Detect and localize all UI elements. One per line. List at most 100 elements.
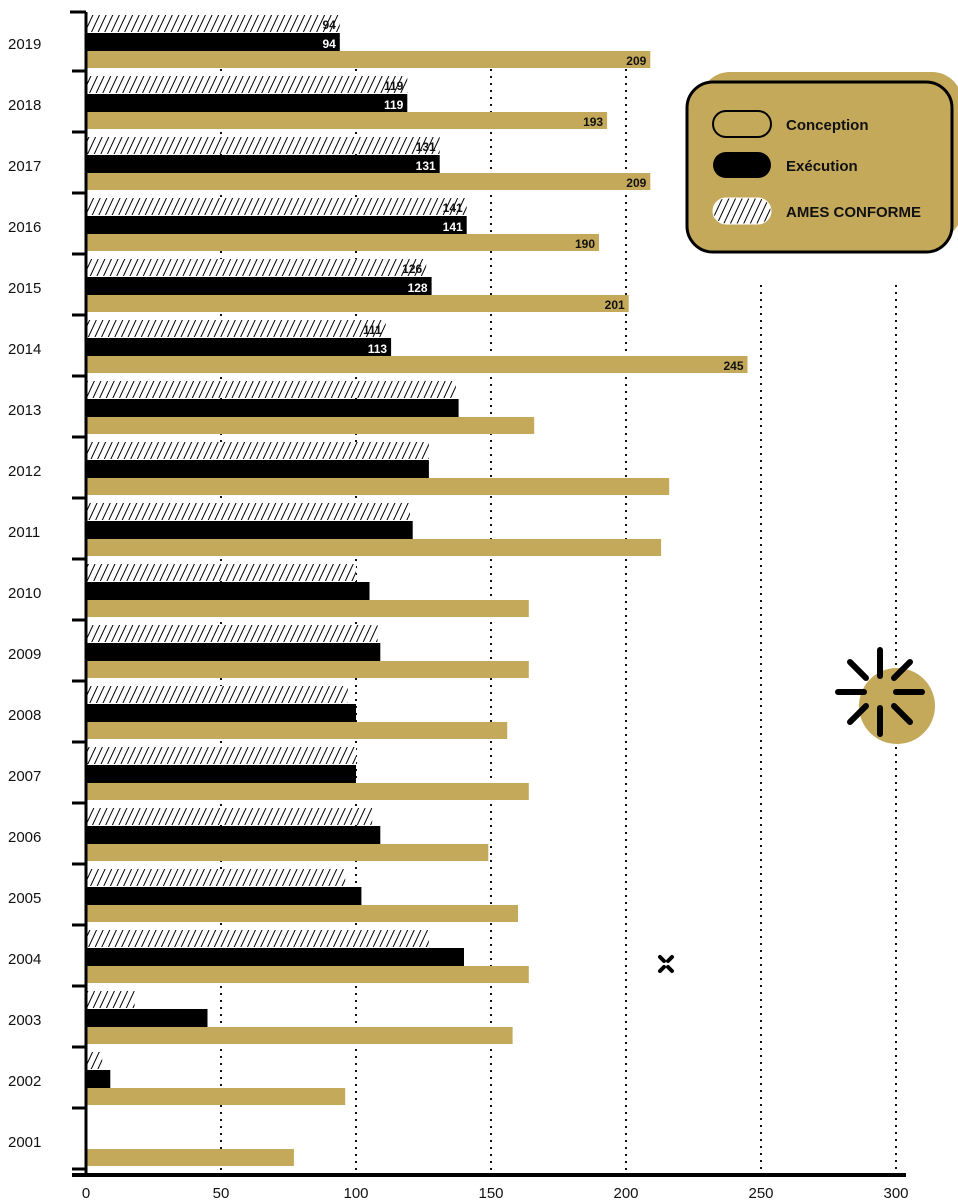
year-label-2014: 2014 [8,341,41,358]
legend-swatch-conception [712,110,772,138]
bar-conception-2002 [86,1088,346,1105]
bar-ames-conforme-2012 [86,442,429,459]
bar-execution-2016 [86,216,467,234]
bar-execution-2015 [86,277,432,295]
data-label-execution-2017: 131 [416,159,436,173]
bar-execution-2018 [86,94,408,112]
bar-conception-2005 [86,905,518,922]
bar-conception-2018 [86,112,608,129]
bar-ames-conforme-2017 [86,137,440,154]
data-label-ames-conforme-2016: 141 [443,201,463,215]
bar-ames-conforme-2013 [86,381,456,398]
year-label-2011: 2011 [8,524,40,541]
bar-conception-2011 [86,539,662,556]
bar-conception-2001 [86,1149,294,1166]
year-label-2017: 2017 [8,158,41,175]
bar-execution-2009 [86,643,381,661]
bar-ames-conforme-2005 [86,869,346,886]
year-label-2008: 2008 [8,707,41,724]
bar-execution-2019 [86,33,340,51]
bar-execution-2002 [86,1070,111,1088]
year-label-2018: 2018 [8,97,41,114]
bar-ames-conforme-2008 [86,686,348,703]
bar-ames-conforme-2006 [86,808,373,825]
legend-swatch-execution [713,152,771,178]
year-label-2004: 2004 [8,951,41,968]
sparkle-cross-icon [658,955,674,973]
data-label-ames-conforme-2019: 94 [322,18,336,32]
sun-burst-icon [835,647,935,744]
bar-conception-2019 [86,51,651,68]
legend-label-ames-conforme: AMES CONFORME [786,204,921,221]
x-tick-label-100: 100 [343,1185,368,1200]
year-label-2015: 2015 [8,280,41,297]
bar-ames-conforme-2015 [86,259,427,276]
bar-ames-conforme-2010 [86,564,356,581]
x-tick-label-50: 50 [213,1185,230,1200]
bar-execution-2006 [86,826,381,844]
y-axis-labels: 2019 2018 2017 2016 2015 2014 2013 2012 2011 2010… [8,36,41,1151]
data-label-ames-conforme-2014: 111 [363,323,382,337]
bar-conception-2003 [86,1027,513,1044]
data-label-execution-2019: 94 [322,37,336,51]
bar-conception-2013 [86,417,535,434]
data-label-execution-2014: 113 [368,342,388,356]
bar-conception-2017 [86,173,651,190]
bars: 94 94 209 119 119 193 131 131 209 141 141 190 126 128… [86,15,748,1166]
year-label-2003: 2003 [8,1012,41,1029]
bar-execution-2011 [86,521,413,539]
data-label-conception-2014: 245 [723,359,743,373]
data-label-conception-2017: 209 [626,176,646,190]
year-label-2010: 2010 [8,585,41,602]
bar-execution-2012 [86,460,429,478]
data-label-ames-conforme-2017: 131 [416,140,436,154]
bar-execution-2003 [86,1009,208,1027]
year-label-2012: 2012 [8,463,41,480]
data-label-execution-2018: 119 [384,98,404,112]
bar-execution-2013 [86,399,459,417]
x-tick-label-150: 150 [478,1185,503,1200]
bar-ames-conforme-2011 [86,503,410,520]
x-tick-label-250: 250 [748,1185,773,1200]
bar-conception-2008 [86,722,508,739]
bar-conception-2010 [86,600,529,617]
bar-ames-conforme-2004 [86,930,429,947]
legend-swatch-ames-conforme [712,197,772,225]
data-label-conception-2015: 201 [605,298,625,312]
x-tick-label-200: 200 [613,1185,638,1200]
data-label-ames-conforme-2015: 126 [402,262,422,276]
year-label-2005: 2005 [8,890,41,907]
year-label-2019: 2019 [8,36,41,53]
legend: Conception Exécution AMES CONFORME [685,72,958,254]
year-label-2009: 2009 [8,646,41,663]
legend-label-execution: Exécution [786,158,858,175]
year-label-2007: 2007 [8,768,41,785]
year-label-2002: 2002 [8,1073,41,1090]
bar-execution-2010 [86,582,370,600]
bar-execution-2007 [86,765,356,783]
bar-conception-2016 [86,234,599,251]
data-label-execution-2016: 141 [443,220,463,234]
bar-conception-2006 [86,844,489,861]
legend-label-conception: Conception [786,117,869,134]
x-tick-label-300: 300 [883,1185,908,1200]
bar-conception-2014 [86,356,748,373]
year-label-2001: 2001 [8,1134,41,1151]
bar-conception-2015 [86,295,629,312]
bar-ames-conforme-2014 [86,320,386,337]
data-label-execution-2015: 128 [408,281,428,295]
year-label-2013: 2013 [8,402,41,419]
x-axis-ticks: 0 50 100 150 200 250 300 [82,1185,909,1200]
bar-execution-2008 [86,704,356,722]
x-tick-label-0: 0 [82,1185,90,1200]
year-label-2016: 2016 [8,219,41,236]
bar-ames-conforme-2002 [86,1052,103,1069]
bar-conception-2009 [86,661,529,678]
bar-ames-conforme-2016 [86,198,467,215]
bar-execution-2017 [86,155,440,173]
bar-ames-conforme-2009 [86,625,378,642]
bar-ames-conforme-2003 [86,991,135,1008]
bar-conception-2012 [86,478,670,495]
bar-ames-conforme-2018 [86,76,408,93]
